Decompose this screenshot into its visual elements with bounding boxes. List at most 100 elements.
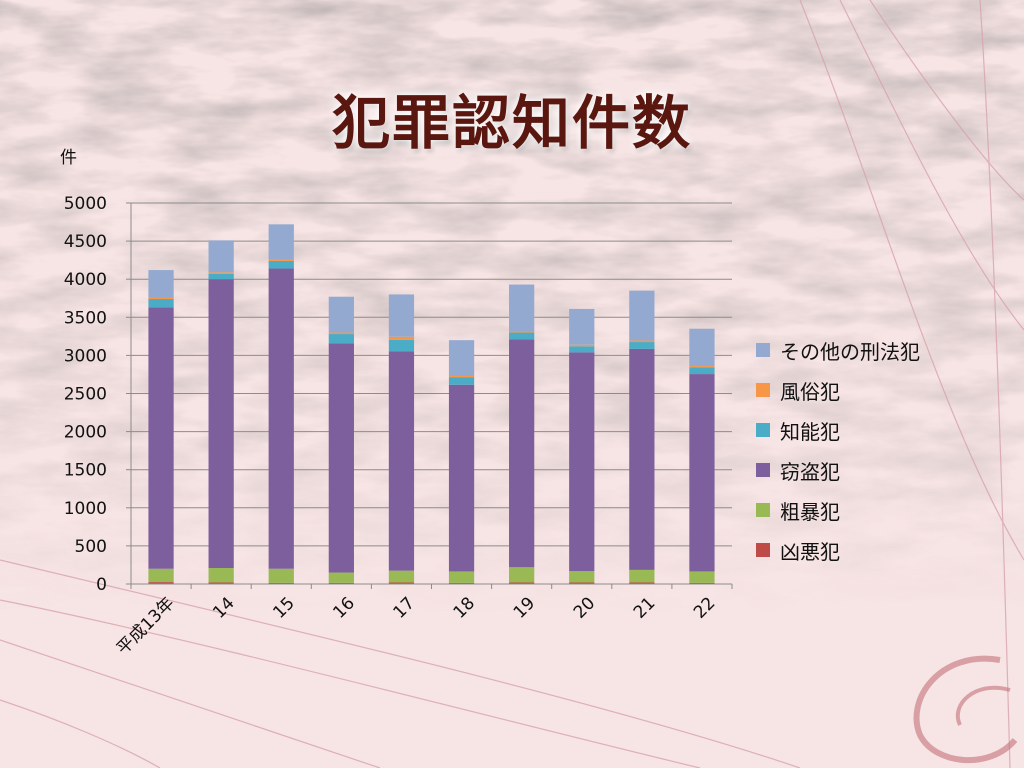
- legend-swatch: [756, 423, 770, 437]
- legend-swatch: [756, 503, 770, 517]
- bar-segment: [629, 290, 655, 341]
- bar-segment: [629, 348, 655, 570]
- legend-label: その他の刑法犯: [780, 339, 920, 364]
- legend-item: その他の刑法犯: [756, 330, 920, 370]
- y-tick-label: 2500: [64, 385, 107, 405]
- bar-segment: [148, 568, 174, 583]
- bar-segment: [328, 582, 354, 584]
- bar-segment: [689, 582, 715, 584]
- legend-label: 粗暴犯: [780, 499, 840, 524]
- bar-segment: [268, 268, 294, 569]
- bar-segment: [689, 366, 715, 368]
- x-tick-label: 16: [329, 593, 358, 622]
- legend-item: 風俗犯: [756, 370, 920, 410]
- bar-segment: [208, 240, 234, 273]
- bar-segment: [268, 224, 294, 260]
- bar-segment: [208, 279, 234, 568]
- bar-segment: [569, 582, 595, 584]
- bar-segment: [509, 331, 535, 333]
- bar-segment: [208, 567, 234, 583]
- y-tick-label: 0: [96, 575, 107, 595]
- legend-swatch: [756, 383, 770, 397]
- bar-segment: [328, 334, 354, 344]
- bar-segment: [268, 582, 294, 584]
- bar-segment: [388, 336, 415, 340]
- bar-segment: [569, 346, 595, 353]
- x-tick-label: 14: [209, 593, 238, 622]
- x-tick-label: 22: [690, 593, 719, 622]
- bar-segment: [509, 332, 535, 340]
- bars: [148, 224, 715, 584]
- bar-segment: [208, 272, 234, 274]
- legend-swatch: [756, 543, 770, 557]
- legend-label: 凶悪犯: [780, 539, 840, 564]
- chart-legend: その他の刑法犯 風俗犯知能犯窃盗犯粗暴犯凶悪犯: [756, 330, 920, 570]
- bar-segment: [629, 582, 655, 584]
- y-tick-label: 3000: [64, 346, 107, 366]
- bar-segment: [689, 374, 715, 572]
- bar-segment: [388, 339, 415, 352]
- bar-segment: [148, 299, 174, 308]
- bar-segment: [148, 582, 174, 584]
- bar-segment: [448, 377, 475, 385]
- y-tick-label: 4000: [64, 270, 107, 290]
- legend-label: 窃盗犯: [780, 459, 840, 484]
- legend-swatch: [756, 343, 770, 357]
- bar-segment: [448, 582, 475, 584]
- bar-segment: [448, 375, 475, 378]
- bar-segment: [509, 582, 535, 584]
- legend-item: 粗暴犯: [756, 490, 920, 530]
- x-tick-label: 20: [570, 593, 599, 622]
- bar-segment: [388, 351, 415, 571]
- bar-segment: [509, 339, 535, 568]
- legend-label: 知能犯: [780, 419, 840, 444]
- bar-segment: [689, 571, 715, 583]
- bar-segment: [388, 570, 415, 583]
- legend-swatch: [756, 463, 770, 477]
- y-tick-label: 3500: [64, 308, 107, 328]
- x-tick-label: 18: [450, 593, 479, 622]
- bar-segment: [569, 344, 595, 347]
- bar-segment: [569, 308, 595, 345]
- bar-segment: [448, 571, 475, 583]
- x-tick-labels: 平成13年 14 15 16 17 18 19 20 21 22: [113, 593, 719, 659]
- x-tick-label: 21: [630, 593, 659, 622]
- bar-segment: [689, 328, 715, 367]
- y-tick-label: 500: [75, 537, 107, 557]
- bar-segment: [268, 259, 294, 261]
- y-tick-labels: 0 500 1000 1500 2000 2500 3000 3500 4000 4500 5000: [64, 194, 107, 595]
- axes: [130, 203, 733, 589]
- bar-segment: [148, 297, 174, 300]
- bar-segment: [328, 343, 354, 573]
- bar-segment: [208, 582, 234, 584]
- y-tick-label: 1000: [64, 499, 107, 519]
- bar-segment: [509, 567, 535, 583]
- x-tick-label: 15: [269, 593, 298, 622]
- y-axis-unit-label: 件: [60, 148, 77, 168]
- x-tick-label: 17: [390, 593, 419, 622]
- legend-label: 風俗犯: [780, 379, 840, 404]
- y-tick-label: 4500: [64, 232, 107, 252]
- bar-segment: [629, 342, 655, 349]
- bar-segment: [569, 352, 595, 572]
- bar-segment: [629, 340, 655, 343]
- bar-segment: [148, 270, 174, 298]
- legend-item: 凶悪犯: [756, 530, 920, 570]
- y-tick-label: 1500: [64, 461, 107, 481]
- slide-title: 犯罪認知件数: [331, 89, 692, 157]
- bar-segment: [268, 568, 294, 583]
- bar-segment: [448, 340, 475, 376]
- bar-segment: [388, 294, 415, 337]
- bar-segment: [689, 367, 715, 375]
- x-tick-label: 平成13年: [113, 593, 179, 659]
- y-tick-label: 5000: [64, 194, 107, 214]
- x-tick-label: 19: [510, 593, 539, 622]
- legend-item: 窃盗犯: [756, 450, 920, 490]
- bar-segment: [629, 569, 655, 583]
- bar-segment: [569, 571, 595, 583]
- bar-segment: [208, 273, 234, 280]
- bar-segment: [268, 260, 294, 269]
- bar-segment: [328, 572, 354, 583]
- bar-segment: [328, 332, 354, 335]
